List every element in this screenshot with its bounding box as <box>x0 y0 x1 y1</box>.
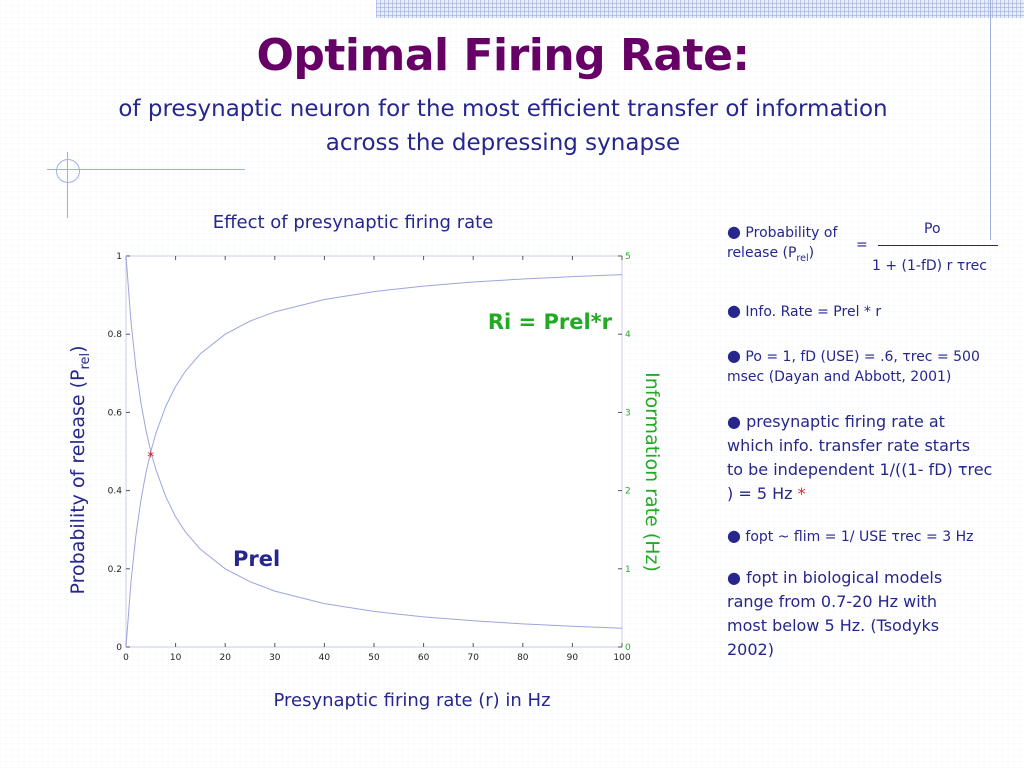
y-right-tick-label: 5 <box>625 252 631 262</box>
x-tick-label: 60 <box>418 653 430 663</box>
x-tick-label: 70 <box>467 653 479 663</box>
y-left-tick-label: 0.8 <box>108 330 123 340</box>
y-left-tick-label: 0.2 <box>108 565 122 575</box>
bullet-dot-6: ● <box>727 568 741 587</box>
x-tick-label: 0 <box>123 653 129 663</box>
bullet-6: ● fopt in biological models range from 0… <box>727 566 1017 662</box>
bullet-dot-1: ● <box>727 222 741 241</box>
fraction-bar <box>878 245 998 246</box>
x-tick-label: 20 <box>219 653 231 663</box>
decorative-circle <box>56 159 80 183</box>
y-left-label-sub: rel <box>77 352 93 370</box>
top-decorative-band <box>376 0 1024 18</box>
y-right-tick-label: 1 <box>625 565 631 575</box>
bullet-4-star: * <box>797 484 806 503</box>
x-tick-label: 90 <box>567 653 579 663</box>
bullet-6-line-1: fopt in biological models <box>746 568 943 587</box>
fraction-denominator: 1 + (1-fD) r τrec <box>872 258 987 274</box>
y-right-tick-label: 2 <box>625 487 631 497</box>
bullet-1-line-2: release (P <box>727 245 797 261</box>
bullet-2: ● Info. Rate = Prel * r <box>727 301 1017 322</box>
bullet-5-text: fopt ~ flim = 1/ USE τrec = 3 Hz <box>745 529 974 545</box>
series-line-ri <box>125 274 623 648</box>
bullet-4-line-1: presynaptic firing rate at <box>746 412 945 431</box>
plot-frame <box>125 255 623 648</box>
bullet-1-close: ) <box>808 245 815 261</box>
subtitle-line-1: of presynaptic neuron for the most effic… <box>118 96 888 122</box>
bullet-6-line-3: most below 5 Hz. (Tsodyks <box>727 616 940 635</box>
bullet-3-line-2: msec (Dayan and Abbott, 2001) <box>727 369 952 385</box>
bullet-4: ● presynaptic firing rate at which info.… <box>727 410 1017 506</box>
bullet-dot-5: ● <box>727 526 741 545</box>
bullet-4-line-3: to be independent 1/((1- fD) τrec <box>727 460 993 479</box>
bullet-6-line-2: range from 0.7-20 Hz with <box>727 592 938 611</box>
y-axis-label-left: Probability of release (Prel) <box>67 345 93 594</box>
bullet-6-line-4: 2002) <box>727 640 774 659</box>
y-left-tick-label: 1 <box>116 252 122 262</box>
y-right-tick-label: 3 <box>625 408 631 418</box>
y-left-label-text: Probability of release (P <box>67 369 90 595</box>
bullet-1: ● Probability of release (Prel) <box>727 222 1017 269</box>
x-tick-label: 30 <box>269 653 281 663</box>
x-tick-label: 40 <box>319 653 331 663</box>
bullet-1-sub: rel <box>796 252 809 264</box>
decorative-vertical-line-left <box>67 152 68 218</box>
x-tick-label: 10 <box>170 653 182 663</box>
intersection-marker: * <box>147 449 154 465</box>
y-left-tick-label: 0.4 <box>108 487 123 497</box>
x-tick-label: 50 <box>368 653 380 663</box>
decorative-horizontal-line <box>47 169 245 170</box>
slide-subtitle: of presynaptic neuron for the most effic… <box>60 92 946 160</box>
y-axis-label-right: Information rate (Hz) <box>641 372 663 572</box>
bullet-dot-4: ● <box>727 412 741 431</box>
prel-series-label: Prel <box>233 547 280 571</box>
slide-title: Optimal Firing Rate: <box>256 30 750 81</box>
series-line-prel <box>125 255 623 629</box>
x-axis-label: Presynaptic firing rate (r) in Hz <box>273 690 551 711</box>
y-left-label-close: ) <box>67 345 90 353</box>
bullet-4-line-2: which info. transfer rate starts <box>727 436 971 455</box>
x-tick-label: 80 <box>517 653 529 663</box>
bullet-dot-3: ● <box>727 346 741 365</box>
bullet-1-line-1: Probability of <box>745 225 838 241</box>
chart-plot-area: 0 10 20 30 40 50 60 70 80 90 10000.20.40.60.810123… <box>108 252 631 663</box>
subtitle-line-2: across the depressing synapse <box>325 130 681 156</box>
decorative-vertical-line-right <box>990 0 991 240</box>
y-left-tick-label: 0.6 <box>108 408 123 418</box>
bullet-3: ● Po = 1, fD (USE) = .6, τrec = 500 msec… <box>727 346 1017 387</box>
fraction-equals: = <box>856 237 868 253</box>
bullet-dot-2: ● <box>727 301 741 320</box>
bullet-5: ● fopt ~ flim = 1/ USE τrec = 3 Hz <box>727 526 1017 547</box>
y-right-tick-label: 0 <box>625 643 631 653</box>
bullet-2-text: Info. Rate = Prel * r <box>745 304 882 320</box>
bullet-3-line-1: Po = 1, fD (USE) = .6, τrec = 500 <box>745 349 980 365</box>
ri-series-label: Ri = Prel*r <box>488 310 613 334</box>
chart-title: Effect of presynaptic firing rate <box>212 212 494 233</box>
fraction-numerator: Po <box>924 221 941 237</box>
bullet-4-line-4: ) = 5 Hz <box>727 484 793 503</box>
y-right-tick-label: 4 <box>625 330 631 340</box>
y-left-tick-label: 0 <box>116 643 122 653</box>
x-tick-label: 100 <box>613 653 630 663</box>
